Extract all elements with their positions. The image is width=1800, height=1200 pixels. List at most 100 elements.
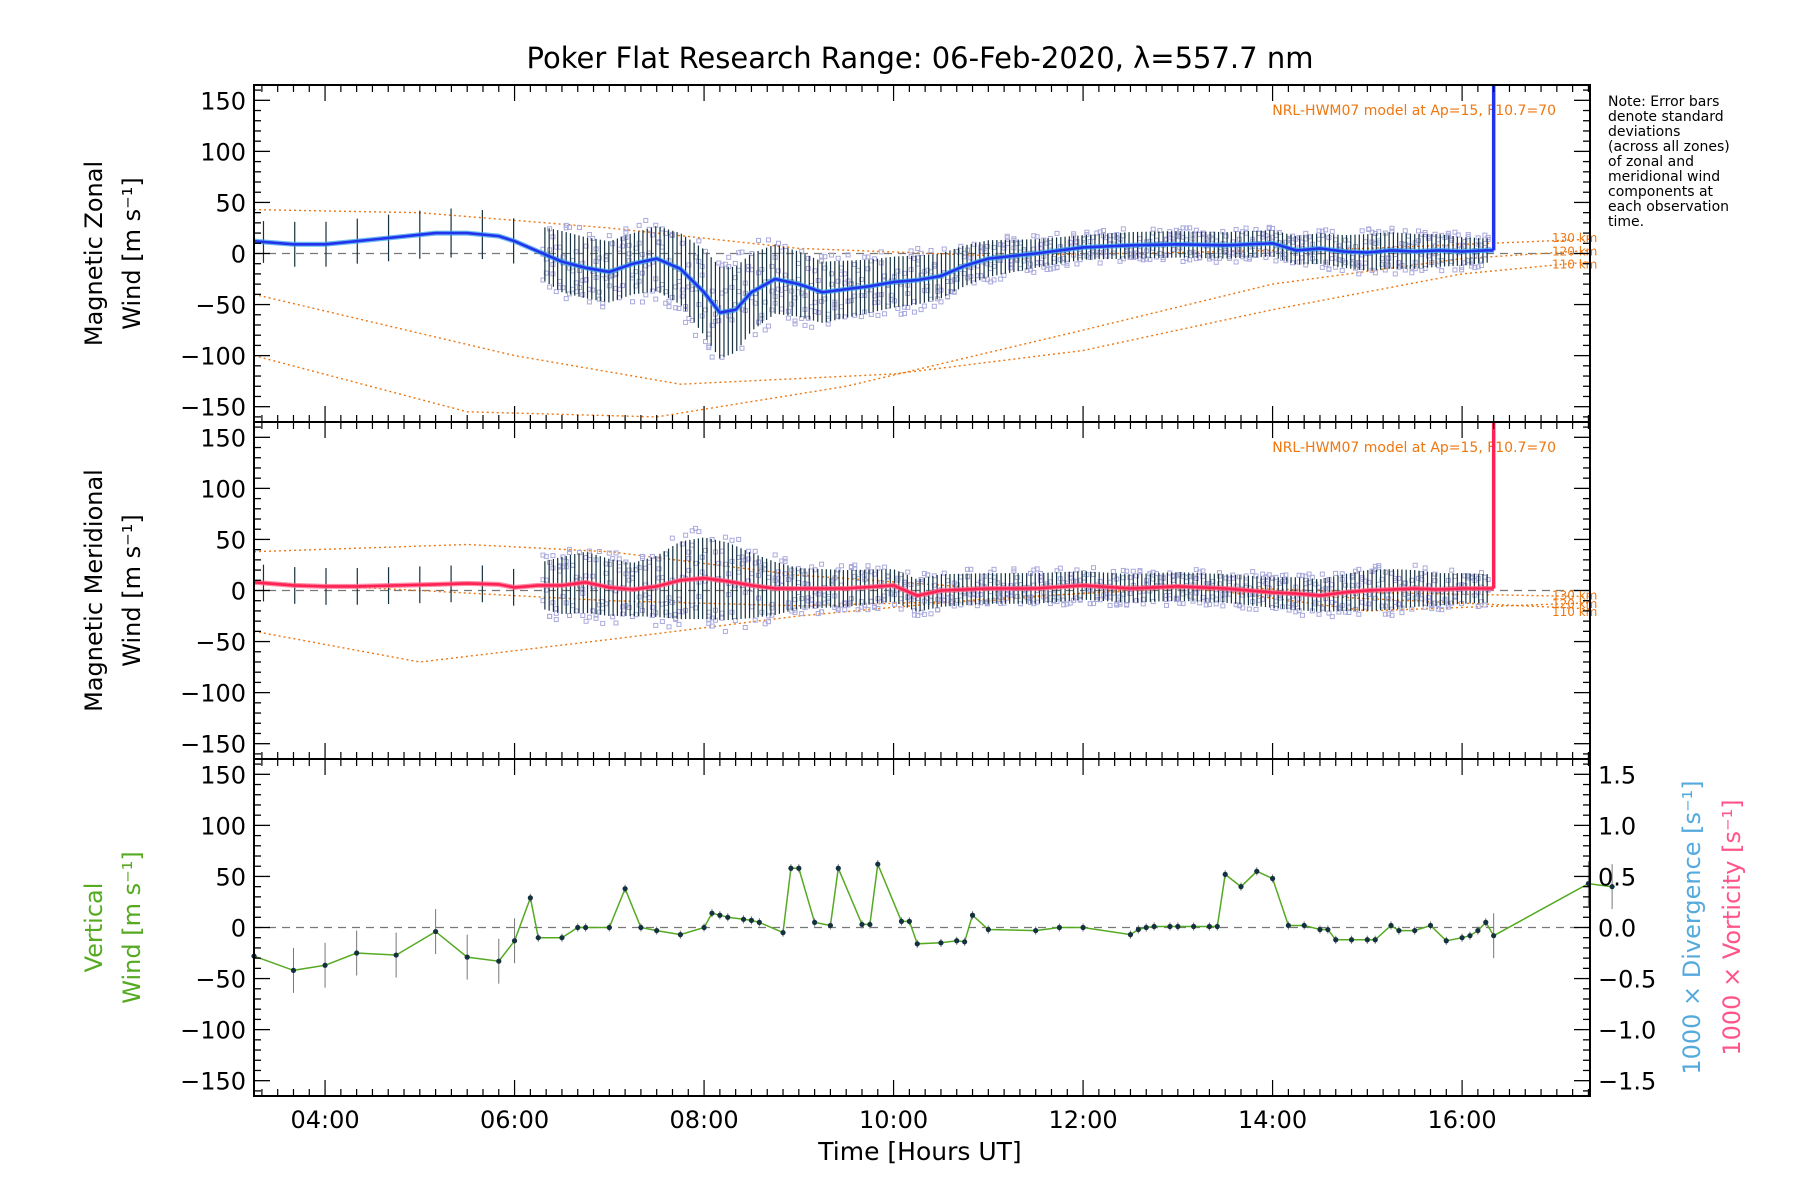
zone-marker xyxy=(1134,573,1140,579)
zone-marker xyxy=(855,607,861,613)
zone-marker xyxy=(769,612,775,618)
vertical-point xyxy=(464,954,470,960)
zone-marker xyxy=(746,556,752,562)
zone-marker xyxy=(1223,591,1229,597)
zone-marker xyxy=(639,299,645,305)
zone-marker xyxy=(935,607,941,613)
zone-marker xyxy=(769,307,775,313)
zone-marker xyxy=(1449,567,1455,573)
zone-markers xyxy=(540,217,1491,360)
zone-marker xyxy=(918,250,924,256)
zone-marker xyxy=(1127,251,1133,257)
model-curve-110km xyxy=(253,261,1591,385)
zone-marker xyxy=(1197,600,1203,606)
zone-marker xyxy=(1343,582,1349,588)
x-axis-label: Time [Hours UT] xyxy=(817,1137,1021,1166)
zone-marker xyxy=(613,550,619,556)
zone-marker xyxy=(872,256,878,262)
zone-marker xyxy=(1313,259,1319,265)
zone-marker xyxy=(1243,256,1249,262)
zone-marker xyxy=(709,288,715,294)
zone-marker xyxy=(1432,243,1438,249)
zone-marker xyxy=(1067,600,1073,606)
vertical-point xyxy=(1206,923,1213,930)
vertical-point xyxy=(1491,933,1497,939)
zone-marker xyxy=(1130,568,1136,574)
zone-marker xyxy=(1134,598,1140,604)
y-tick-label: −100 xyxy=(180,1017,246,1045)
zone-marker xyxy=(596,609,602,615)
zone-marker xyxy=(1057,565,1063,571)
zone-marker xyxy=(1359,228,1365,234)
zone-marker xyxy=(931,303,937,309)
zone-marker xyxy=(1366,601,1372,607)
zone-marker xyxy=(1462,243,1468,249)
zone-marker xyxy=(623,226,629,232)
zone-marker xyxy=(892,601,898,607)
zone-marker xyxy=(626,567,632,573)
zone-marker xyxy=(567,291,573,297)
zone-marker xyxy=(1253,573,1259,579)
zone-marker xyxy=(858,599,864,605)
zone-marker xyxy=(852,562,858,568)
zone-marker xyxy=(567,613,573,619)
zone-marker xyxy=(1250,569,1256,575)
zone-marker xyxy=(719,262,725,268)
zone-marker xyxy=(1187,225,1193,231)
vertical-point xyxy=(1135,926,1141,933)
y-tick-label: −150 xyxy=(180,1068,246,1096)
x-tick-label: 08:00 xyxy=(669,1106,738,1134)
zone-marker xyxy=(1475,264,1481,270)
zone-marker xyxy=(1425,235,1431,241)
zone-marker xyxy=(918,307,924,313)
zone-marker xyxy=(971,280,977,286)
vertical-ylabel-line1: Vertical xyxy=(80,883,108,973)
zone-marker xyxy=(1140,601,1146,607)
vertical-point xyxy=(914,941,920,947)
zone-marker xyxy=(567,224,573,230)
zone-marker xyxy=(1014,593,1020,599)
zone-marker xyxy=(799,568,805,574)
x-tick-labels: 04:00 06:00 08:00 10:00 12:00 14:00 16:00 xyxy=(290,1106,1496,1134)
zone-marker xyxy=(1283,257,1289,263)
zone-marker xyxy=(739,345,745,351)
y-tick-label: −100 xyxy=(180,343,246,371)
zone-marker xyxy=(1455,242,1461,248)
zone-marker xyxy=(772,552,778,558)
zone-marker xyxy=(1452,229,1458,235)
zone-marker xyxy=(775,268,781,274)
zone-marker xyxy=(1326,266,1332,272)
vertical-point xyxy=(1127,932,1134,938)
zone-marker xyxy=(620,611,626,617)
zone-marker xyxy=(829,281,835,287)
zone-marker xyxy=(1097,597,1103,603)
vertical-point xyxy=(867,921,873,928)
vertical-wind-line xyxy=(253,861,1613,972)
zone-marker xyxy=(928,611,934,617)
zone-marker xyxy=(1097,250,1103,256)
zone-marker xyxy=(1316,611,1322,617)
zone-marker xyxy=(656,566,662,572)
zone-marker xyxy=(679,541,685,547)
zone-marker xyxy=(1386,611,1392,617)
zone-marker xyxy=(769,601,775,607)
zone-marker xyxy=(901,304,907,310)
vertical-point xyxy=(1348,937,1355,943)
zone-marker xyxy=(835,567,841,573)
zone-marker xyxy=(978,248,984,254)
zone-marker xyxy=(1465,234,1471,240)
zone-marker xyxy=(716,318,722,324)
zone-marker xyxy=(560,593,566,599)
zone-marker xyxy=(666,624,672,630)
zone-marker xyxy=(1120,256,1126,262)
zone-marker xyxy=(1439,607,1445,613)
zone-marker xyxy=(1422,265,1428,271)
zone-marker xyxy=(978,592,984,598)
zone-marker xyxy=(941,570,947,576)
zone-marker xyxy=(1299,573,1305,579)
zone-marker xyxy=(1044,240,1050,246)
vertical-point xyxy=(1191,923,1197,930)
y-tick-label: 150 xyxy=(200,761,246,789)
zone-marker xyxy=(1343,609,1349,615)
